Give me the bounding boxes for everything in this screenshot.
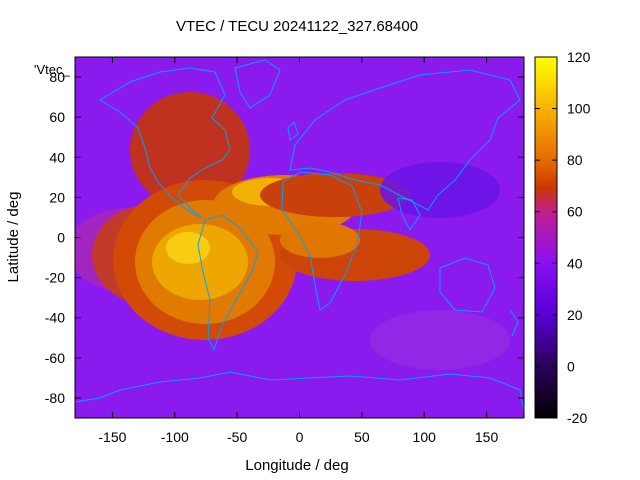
x-tick-label: 0 — [296, 429, 304, 445]
y-tick-label: -20 — [45, 270, 65, 286]
x-tick-label: -150 — [98, 429, 126, 445]
coastline-outlines — [75, 59, 524, 413]
colorbar-tick-label: 20 — [567, 307, 583, 323]
y-tick-label: 80 — [49, 69, 65, 85]
x-tick-label: 50 — [354, 429, 370, 445]
coastline-africa — [281, 171, 363, 311]
y-tick-label: 0 — [57, 230, 65, 246]
x-tick-label: -100 — [161, 429, 189, 445]
coastline-new-zealand — [509, 309, 519, 337]
chart-title: VTEC / TECU 20241122_327.68400 — [176, 18, 418, 35]
coastline-uk — [287, 121, 299, 141]
y-tick-label: -40 — [45, 310, 65, 326]
colorbar-tick-label: 0 — [567, 358, 575, 374]
heat-patch-main-peak — [166, 232, 210, 264]
heat-patch-north-america — [130, 92, 250, 208]
heat-patch-low-asia — [380, 162, 500, 218]
coastline-north-america — [99, 67, 231, 219]
colorbar-tick-label: 40 — [567, 255, 583, 271]
y-axis-label: Latitude / deg — [5, 192, 22, 283]
coastline-south-america — [197, 214, 259, 352]
coastline-australia — [439, 257, 496, 313]
coastline-india — [397, 197, 421, 231]
colorbar-ticks: -20 0 20 40 60 80 100 120 — [535, 49, 591, 426]
y-tick-label: -60 — [45, 350, 65, 366]
coastline-greenland — [234, 59, 281, 109]
heat-patch-indian-south — [370, 310, 510, 370]
colorbar-tick-label: 120 — [567, 49, 591, 65]
x-tick-label: 100 — [413, 429, 437, 445]
x-tick-label: -50 — [227, 429, 247, 445]
y-tick-label: 40 — [49, 149, 65, 165]
y-tick-label: 20 — [49, 189, 65, 205]
heat-patch-africa-crest — [280, 222, 360, 258]
colorbar-tick-label: 60 — [567, 204, 583, 220]
coastline-eurasia — [289, 69, 521, 211]
colorbar-tick-label: 80 — [567, 152, 583, 168]
x-axis-ticks: -150 -100 -50 0 50 100 150 — [98, 57, 498, 445]
y-tick-label: -80 — [45, 390, 65, 406]
x-tick-label: 150 — [475, 429, 499, 445]
x-axis-label: Longitude / deg — [245, 457, 348, 474]
coastline-antarctica — [75, 371, 524, 413]
legend-key: 'Vtec_ — [34, 62, 70, 77]
colorbar-tick-label: -20 — [567, 410, 587, 426]
y-tick-label: 60 — [49, 109, 65, 125]
colorbar — [534, 56, 558, 419]
colorbar-tick-label: 100 — [567, 101, 591, 117]
y-axis-ticks: -80 -60 -40 -20 0 20 40 60 80 — [45, 69, 524, 406]
